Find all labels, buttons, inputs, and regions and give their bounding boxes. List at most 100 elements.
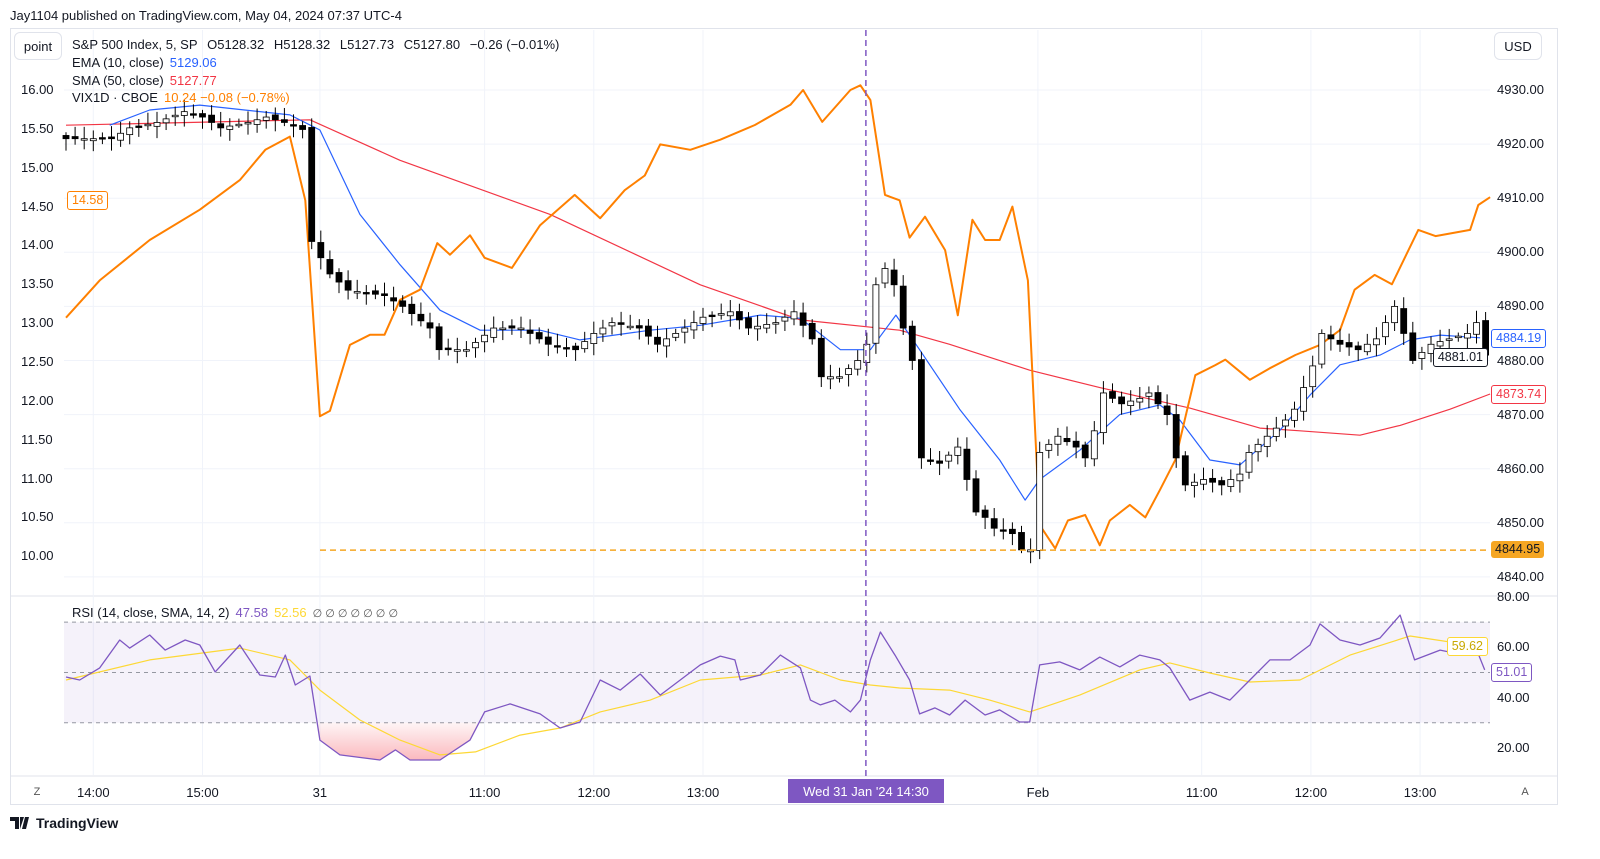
candle-body (1191, 481, 1198, 486)
vix-tick-label: 11.00 (21, 470, 53, 486)
candle-body (817, 337, 825, 378)
currency-button[interactable]: USD (1494, 32, 1542, 60)
ohlc-open: O5128.32 (207, 37, 265, 52)
candle-body (1136, 397, 1144, 403)
candle-body (1236, 473, 1244, 482)
sma-line (65, 119, 1491, 436)
candle-body (180, 111, 188, 116)
ohlc-high: H5128.32 (273, 37, 331, 52)
candle-body (908, 325, 916, 361)
candle (1345, 333, 1353, 356)
main-legend: S&P 500 Index, 5, SP O5128.32 H5128.32 L… (72, 37, 565, 52)
candle (927, 448, 934, 466)
auto-scale-button[interactable]: A (1521, 786, 1529, 798)
candle-body (863, 343, 871, 363)
candle (481, 324, 489, 353)
candle-body (80, 138, 88, 141)
vix-legend[interactable]: VIX1D · CBOE 10.24 −0.08 (−0.78%) (72, 90, 296, 105)
candle-body (1154, 392, 1162, 405)
candle-body (845, 368, 852, 375)
candle-body (199, 113, 206, 118)
candle (1291, 401, 1298, 428)
ema-value: 5129.06 (169, 55, 217, 70)
candle-body (71, 136, 79, 140)
candle (390, 286, 398, 311)
brand-name: TradingView (36, 815, 119, 831)
candle-body (208, 114, 216, 123)
candle (89, 130, 97, 152)
tradingview-logo[interactable]: TradingView (10, 815, 118, 831)
candle-body (599, 327, 607, 335)
candle-body (690, 322, 698, 331)
candle-body (508, 325, 516, 329)
candle (972, 470, 980, 516)
candle-body (963, 448, 971, 480)
candle (362, 285, 370, 305)
candle (827, 364, 834, 390)
candle-body (1363, 343, 1371, 353)
candle (99, 132, 106, 145)
candle (1081, 441, 1089, 467)
candle-body (954, 446, 962, 456)
candle-body (462, 349, 470, 352)
candle-body (1045, 443, 1053, 451)
candle-body (1081, 444, 1089, 459)
candle (626, 314, 634, 330)
candle-body (381, 293, 388, 296)
candle-body (171, 114, 179, 118)
candle-body (481, 334, 489, 343)
candle-body (1090, 430, 1098, 460)
candle (1254, 438, 1262, 462)
candle-body (1109, 391, 1116, 399)
candle (1227, 469, 1235, 493)
rsi-value: 47.58 (235, 605, 269, 620)
candle-body (1018, 532, 1025, 551)
candle-body (572, 345, 579, 351)
candle-body (1464, 333, 1471, 339)
candle (1409, 321, 1417, 364)
candle-body (453, 349, 461, 352)
candle (1454, 332, 1462, 342)
price-tick-label: 4880.00 (1497, 352, 1544, 368)
candle-body (235, 123, 243, 127)
vix-tick-label: 15.00 (21, 159, 54, 175)
sma-legend[interactable]: SMA (50, close) 5127.77 (72, 73, 223, 88)
candle (371, 284, 379, 300)
candle-body (135, 125, 143, 128)
vix-tick-label: 10.50 (21, 509, 54, 525)
zoom-button[interactable]: Z (33, 786, 41, 798)
candle (654, 325, 661, 353)
candle (1100, 381, 1107, 445)
candle (253, 108, 261, 133)
candle (499, 321, 507, 341)
candle-body (1391, 305, 1398, 324)
candle-body (881, 268, 889, 284)
candle (217, 111, 225, 137)
candle (708, 311, 716, 328)
time-tick-label: 14:00 (77, 785, 110, 800)
time-tick-label: 13:00 (686, 785, 720, 800)
candle-body (836, 376, 843, 379)
symbol-title[interactable]: S&P 500 Index, 5, SP (72, 37, 198, 52)
candle (353, 279, 361, 300)
ema-legend[interactable]: EMA (10, close) 5129.06 (72, 55, 223, 70)
candle (854, 350, 862, 376)
candle (890, 258, 898, 297)
vix-tick-label: 14.50 (21, 198, 54, 214)
candle (1036, 441, 1044, 560)
candle-body (362, 292, 370, 295)
candle (1363, 333, 1371, 356)
candle-body (1172, 414, 1180, 459)
candle (326, 250, 334, 279)
candle-body (635, 325, 643, 329)
ema-price-badge: 4884.19 (1491, 328, 1547, 348)
rsi-legend[interactable]: RSI (14, close, SMA, 14, 2) 47.58 52.56 ∅ ∅… (72, 605, 404, 620)
price-scale-mode-button[interactable]: point (14, 32, 62, 60)
time-tick-label: 11:00 (468, 785, 501, 800)
candle-body (1163, 405, 1171, 415)
candle (572, 342, 579, 361)
candle-body (663, 338, 670, 347)
candle (262, 110, 270, 129)
candle (435, 323, 443, 360)
